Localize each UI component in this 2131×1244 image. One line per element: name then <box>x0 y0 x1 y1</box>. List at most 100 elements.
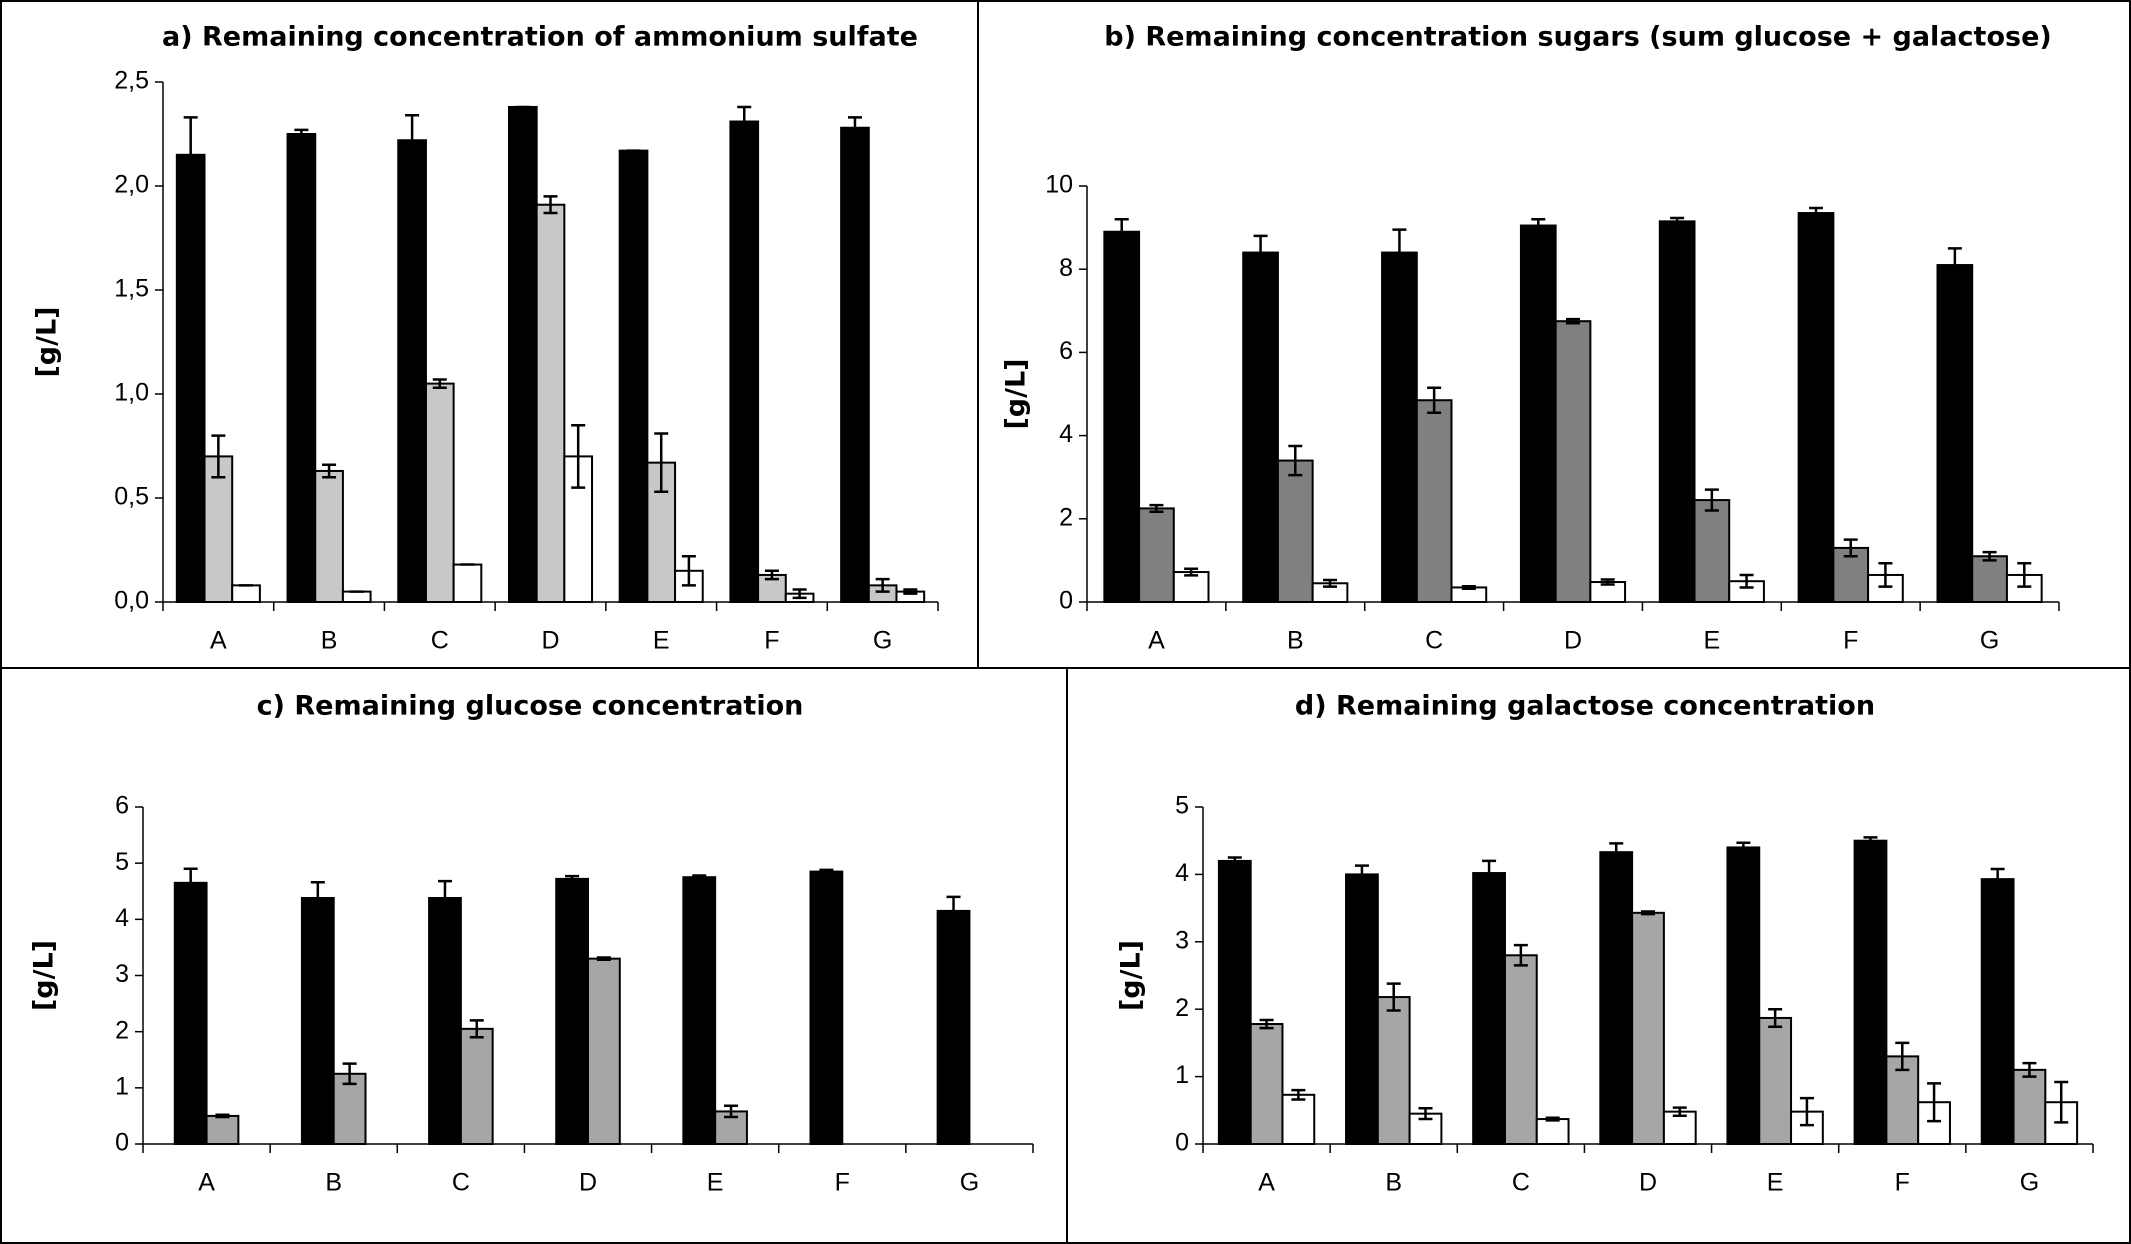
bar <box>1599 851 1634 1146</box>
bar <box>618 149 649 603</box>
error-bar <box>2017 562 2032 588</box>
bar <box>332 1072 367 1145</box>
bar <box>1726 846 1761 1145</box>
error-bar <box>183 116 198 194</box>
y-tick-label: 1,5 <box>114 275 149 303</box>
chart-title: b) Remaining concentration sugars (sum g… <box>1104 22 2051 53</box>
bar <box>286 133 317 603</box>
x-tick-label: A <box>1258 1169 1275 1197</box>
bar <box>397 139 427 604</box>
error-bar <box>1895 1041 1910 1072</box>
bar <box>1631 911 1665 1145</box>
error-bar <box>596 956 611 962</box>
error-bar <box>1354 864 1369 885</box>
y-tick-label: 0,5 <box>114 483 149 511</box>
y-tick-label: 0,0 <box>114 587 149 615</box>
bar <box>314 469 344 603</box>
y-tick-label: 2 <box>1059 503 1073 531</box>
error-bar <box>2022 1061 2037 1078</box>
bar <box>729 120 760 604</box>
bar <box>1554 320 1592 603</box>
error-bar <box>654 432 669 494</box>
y-axis-label: [g/L] <box>1001 358 1032 429</box>
error-bar <box>1927 1082 1942 1123</box>
bar <box>1217 859 1252 1145</box>
y-tick-label: 3 <box>1175 926 1189 954</box>
x-tick-label: B <box>321 627 338 655</box>
error-bar <box>1843 538 1858 558</box>
error-bar <box>183 867 198 899</box>
error-bar <box>310 881 325 915</box>
error-bar <box>875 577 890 593</box>
error-bar <box>1227 856 1242 866</box>
x-tick-label: C <box>1512 1169 1530 1197</box>
error-bar <box>571 423 586 489</box>
y-axis-label: [g/L] <box>32 306 63 377</box>
bar <box>1535 1118 1570 1146</box>
error-bar <box>1427 386 1442 414</box>
x-tick-label: G <box>873 627 892 655</box>
y-tick-label: 4 <box>1175 859 1189 887</box>
error-bar <box>1990 867 2005 891</box>
chart-title: c) Remaining glucose concentration <box>257 691 804 722</box>
x-tick-label: G <box>1980 627 1999 655</box>
y-tick-label: 0 <box>115 1129 129 1157</box>
bar <box>452 563 483 603</box>
error-bar <box>1184 567 1199 577</box>
error-bar <box>819 868 834 875</box>
x-tick-label: C <box>452 1169 470 1197</box>
error-bar <box>1566 317 1580 325</box>
error-bar <box>1609 842 1624 863</box>
error-bar <box>211 434 226 479</box>
error-bar <box>1799 1096 1814 1127</box>
y-axis-label: [g/L] <box>29 940 60 1011</box>
bar <box>424 382 455 603</box>
bar <box>1853 839 1888 1145</box>
error-bar <box>1670 216 1685 226</box>
y-tick-label: 4 <box>1059 420 1073 448</box>
error-bar <box>437 879 452 917</box>
bar <box>1472 872 1506 1145</box>
error-bar <box>792 588 807 600</box>
bar <box>1797 212 1835 603</box>
bar <box>1658 220 1696 604</box>
error-bar <box>1982 550 1997 562</box>
y-tick-label: 6 <box>115 792 129 820</box>
error-bar <box>1641 910 1655 916</box>
error-bar <box>1672 1106 1687 1117</box>
bar <box>1345 873 1379 1146</box>
y-tick-label: 2 <box>1175 994 1189 1022</box>
bar <box>203 455 234 603</box>
y-tick-label: 6 <box>1059 337 1073 365</box>
bar <box>1662 1110 1697 1145</box>
chart-title: a) Remaining concentration of ammonium s… <box>162 22 918 53</box>
x-tick-label: E <box>707 1169 724 1197</box>
x-tick-label: C <box>431 627 449 655</box>
bar <box>809 870 844 1145</box>
bar <box>459 1027 494 1145</box>
error-bar <box>692 874 707 881</box>
error-bar <box>1259 1018 1274 1030</box>
y-tick-label: 10 <box>1045 171 1073 199</box>
y-tick-label: 1 <box>1175 1061 1189 1089</box>
bar <box>1971 555 2008 603</box>
bar <box>1376 996 1411 1145</box>
error-bar <box>565 874 580 883</box>
bar <box>646 461 677 604</box>
bar <box>535 203 566 603</box>
error-bar <box>1253 234 1268 271</box>
y-tick-label: 1,0 <box>114 379 149 407</box>
bar <box>1980 878 2015 1145</box>
x-tick-label: B <box>1287 627 1304 655</box>
error-bar <box>1809 206 1823 220</box>
chart-title: d) Remaining galactose concentration <box>1295 691 1875 722</box>
error-bar <box>1513 943 1528 967</box>
error-bar <box>1323 578 1337 588</box>
y-tick-label: 5 <box>1175 792 1189 820</box>
bar <box>1103 230 1141 603</box>
x-tick-label: F <box>764 627 779 655</box>
y-tick-label: 5 <box>115 848 129 876</box>
y-tick-label: 0 <box>1059 587 1073 615</box>
x-tick-label: D <box>1564 627 1582 655</box>
